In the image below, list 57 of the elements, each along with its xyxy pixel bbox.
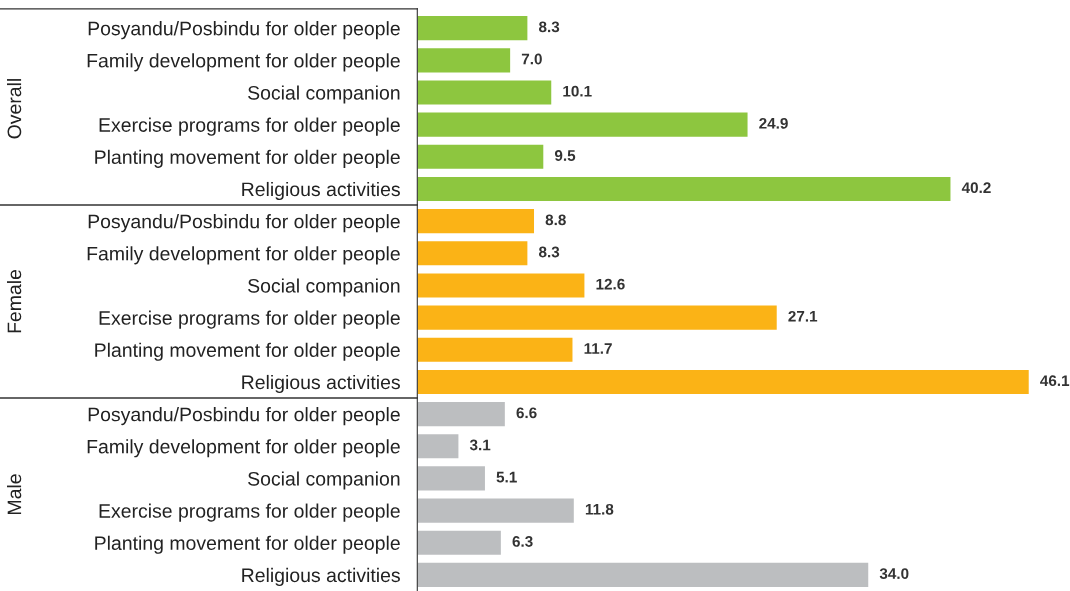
data-label: 5.1 <box>496 471 517 483</box>
y-tick-label: Family development for older people <box>87 246 400 265</box>
data-label: 7.0 <box>521 53 542 65</box>
data-label: 27.1 <box>788 310 818 322</box>
y-tick-label: Planting movement for older people <box>95 149 400 168</box>
bar <box>417 498 574 523</box>
bar <box>417 16 528 41</box>
data-label: 9.5 <box>554 150 576 161</box>
bar <box>417 562 869 587</box>
y-tick-label: Family development for older people <box>87 53 400 72</box>
data-label: 11.7 <box>584 343 612 354</box>
data-label: 46.1 <box>1040 375 1070 387</box>
data-label: 8.3 <box>538 246 560 258</box>
bar <box>417 144 544 169</box>
y-tick-label: Social companion <box>248 278 400 297</box>
bar <box>417 176 951 202</box>
y-tick-label: Exercise programs for older people <box>99 503 400 522</box>
y-tick-label: Planting movement for older people <box>95 535 400 554</box>
bar <box>417 305 777 330</box>
y-tick-label: Posyandu/Posbindu for older people <box>88 214 400 233</box>
data-label: 24.9 <box>759 117 788 129</box>
bar <box>417 48 511 73</box>
text: Overall <box>6 79 22 139</box>
data-label: 12.6 <box>596 278 625 290</box>
data-label: 3.1 <box>469 439 491 451</box>
bar <box>417 273 585 298</box>
data-label: 8.3 <box>538 21 560 33</box>
data-label: 34.0 <box>879 568 909 580</box>
y-tick-label: Exercise programs for older people <box>99 310 400 329</box>
y-tick-label: Social companion <box>248 471 400 490</box>
bar <box>417 434 459 459</box>
data-label: 6.3 <box>512 536 533 547</box>
text: Male <box>6 474 22 514</box>
bar <box>417 402 505 427</box>
y-tick-label: Posyandu/Posbindu for older people <box>88 21 400 40</box>
data-label: 8.8 <box>545 214 566 226</box>
y-tick-label: Religious activities <box>242 374 400 394</box>
y-tick-label: Social companion <box>248 85 400 104</box>
bar <box>417 530 501 555</box>
bar <box>417 466 485 491</box>
bar <box>417 369 1029 395</box>
bar <box>417 209 535 234</box>
y-tick-label: Posyandu/Posbindu for older people <box>88 407 400 426</box>
data-label: 10.1 <box>563 85 592 97</box>
bar <box>417 337 573 362</box>
y-tick-label: Religious activities <box>242 567 400 586</box>
y-tick-label: Religious activities <box>242 181 400 201</box>
y-tick-label: Planting movement for older people <box>95 342 400 361</box>
data-label: 40.2 <box>961 182 991 194</box>
bar <box>417 112 748 137</box>
y-tick-label: Exercise programs for older people <box>99 117 400 136</box>
data-label: 6.6 <box>516 407 537 419</box>
bar <box>417 80 552 105</box>
text: Female <box>6 269 22 333</box>
y-tick-label: Family development for older people <box>87 439 400 458</box>
data-label: 11.8 <box>585 503 614 515</box>
bar <box>417 241 528 266</box>
